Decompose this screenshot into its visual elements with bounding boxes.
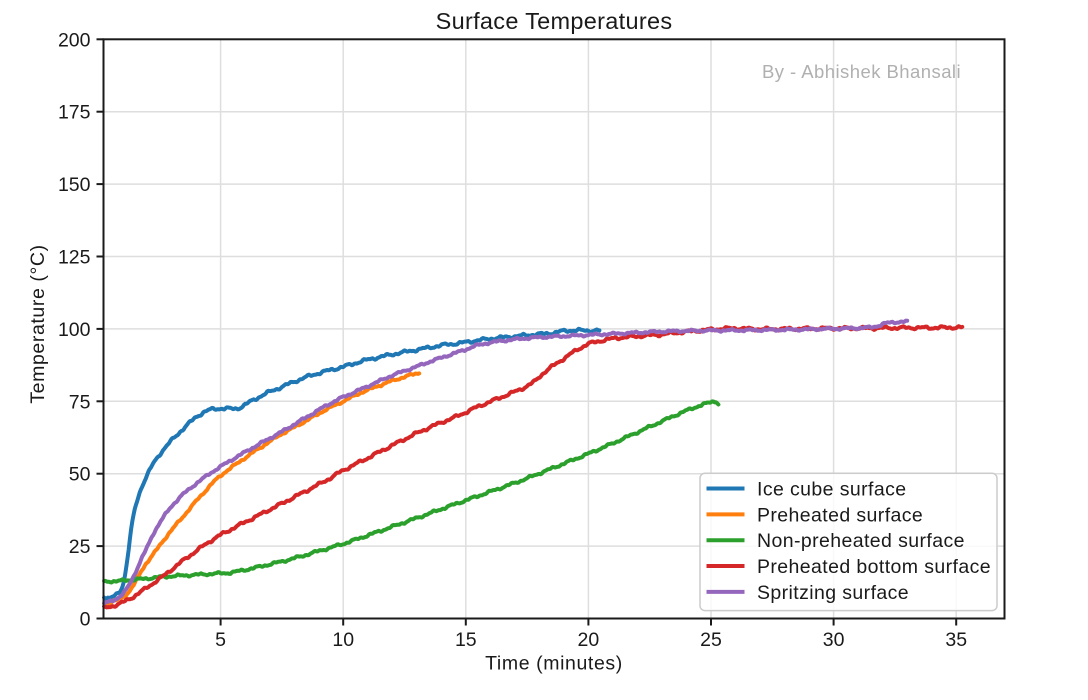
svg-text:200: 200 <box>58 29 91 51</box>
svg-text:175: 175 <box>58 102 91 124</box>
svg-text:5: 5 <box>215 629 226 651</box>
svg-text:Surface Temperatures: Surface Temperatures <box>436 8 673 34</box>
svg-text:By - Abhishek Bhansali: By - Abhishek Bhansali <box>762 61 961 82</box>
svg-text:30: 30 <box>823 629 845 651</box>
svg-text:25: 25 <box>700 629 722 651</box>
svg-text:Temperature (°C): Temperature (°C) <box>27 244 49 403</box>
svg-text:Non-preheated surface: Non-preheated surface <box>757 530 965 552</box>
svg-text:125: 125 <box>58 247 91 269</box>
svg-text:35: 35 <box>945 629 967 651</box>
svg-text:100: 100 <box>58 319 91 341</box>
svg-text:Preheated bottom surface: Preheated bottom surface <box>757 556 991 578</box>
svg-text:10: 10 <box>332 629 354 651</box>
svg-text:Spritzing surface: Spritzing surface <box>757 582 909 604</box>
svg-text:15: 15 <box>455 629 477 651</box>
svg-text:20: 20 <box>578 629 600 651</box>
svg-text:Preheated surface: Preheated surface <box>757 504 923 526</box>
svg-text:75: 75 <box>69 391 91 413</box>
svg-text:0: 0 <box>80 609 91 631</box>
svg-text:Ice cube surface: Ice cube surface <box>757 479 906 501</box>
svg-text:150: 150 <box>58 174 91 196</box>
svg-text:Time (minutes): Time (minutes) <box>485 653 623 675</box>
svg-text:25: 25 <box>69 536 91 558</box>
svg-text:50: 50 <box>69 464 91 486</box>
